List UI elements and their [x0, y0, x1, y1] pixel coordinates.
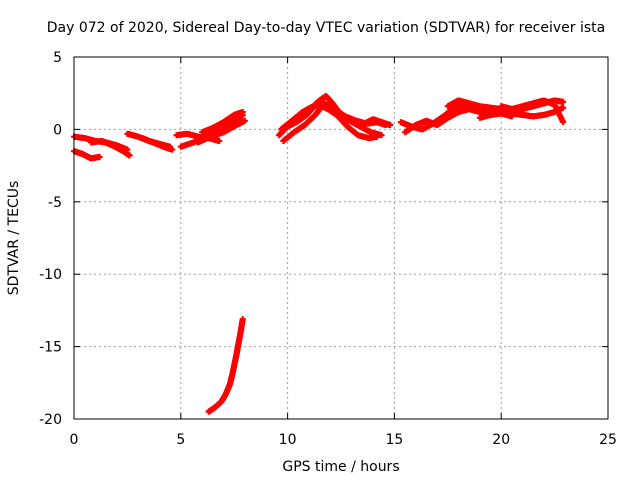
data-point [216, 137, 223, 144]
x-tick-label: 0 [70, 432, 79, 448]
data-point [378, 132, 385, 139]
series-track-r-late [444, 97, 567, 114]
data-layer [71, 93, 567, 415]
x-tick-label: 10 [279, 432, 297, 448]
series-track-t-late [498, 97, 567, 126]
series-track-c-early [88, 137, 133, 159]
x-axis-label: GPS time / hours [282, 459, 399, 475]
series-track-j-drop [205, 316, 246, 415]
y-tick-label: -15 [39, 340, 62, 356]
grid-layer [74, 57, 608, 419]
plot-frame [73, 56, 609, 420]
data-point [560, 98, 567, 105]
y-tick-label: -5 [48, 195, 62, 211]
series-track-h-rising [194, 117, 248, 146]
y-tick-label: -20 [39, 412, 62, 428]
chart-title: Day 072 of 2020, Sidereal Day-to-day VTE… [47, 20, 605, 36]
y-tick-label: 5 [53, 50, 62, 66]
series-track-n-peak [293, 98, 385, 139]
data-point [241, 117, 248, 124]
data-point [126, 152, 133, 159]
x-tick-label: 5 [176, 432, 185, 448]
x-tick-label: 25 [599, 432, 617, 448]
tick-layer: 0 5 10 15 20 25 -20 -15 -10 -5 0 5 [39, 50, 617, 448]
data-point [239, 109, 246, 116]
series-track-e [139, 135, 176, 153]
x-tick-label: 20 [492, 432, 510, 448]
data-point [560, 119, 567, 126]
data-point [96, 153, 103, 160]
series-track-b-early [71, 148, 103, 162]
data-point [387, 122, 394, 129]
data-point [239, 316, 246, 323]
y-axis-label: SDTVAR / TECUs [6, 181, 22, 296]
y-tick-label: -10 [39, 267, 62, 283]
series-track-o-mid [361, 116, 394, 129]
series-track-i-rising [199, 109, 246, 136]
y-tick-label: 0 [53, 122, 62, 138]
data-point [560, 104, 567, 111]
x-tick-label: 15 [385, 432, 403, 448]
data-point [169, 146, 176, 153]
